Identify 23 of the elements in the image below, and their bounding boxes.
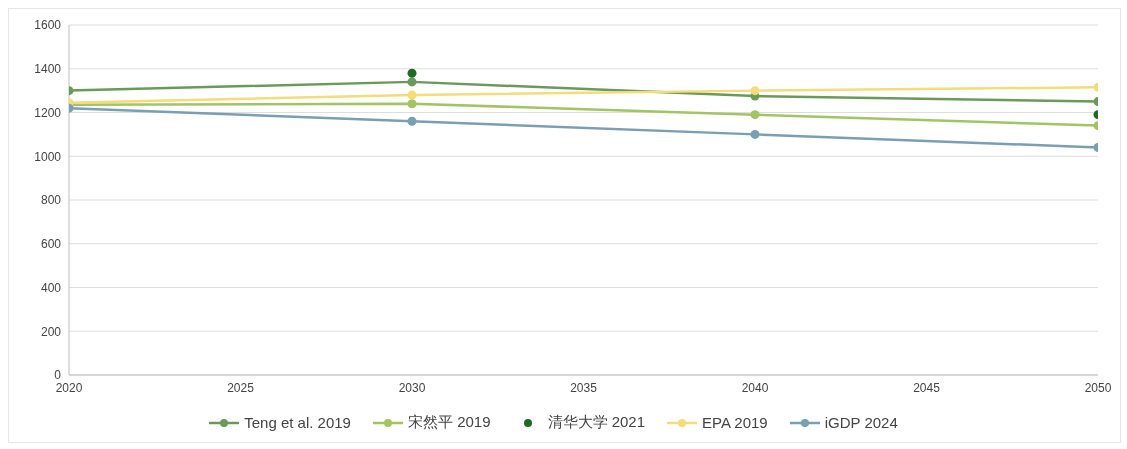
- x-tick-label: 2040: [741, 380, 769, 395]
- legend-label: iGDP 2024: [824, 414, 898, 431]
- legend-label: 清华大学 2021: [547, 413, 646, 432]
- legend-label: 宋然平 2019: [407, 413, 491, 432]
- x-tick-label: 2035: [570, 380, 598, 395]
- y-tick-label: 200: [40, 324, 62, 339]
- y-tick-label: 800: [40, 193, 62, 208]
- x-tick-label: 2045: [913, 380, 941, 395]
- y-tick-label: 1400: [34, 62, 62, 77]
- x-tick-label: 2030: [398, 380, 426, 395]
- y-tick-label: 1000: [34, 149, 62, 164]
- y-tick-label: 400: [40, 280, 62, 295]
- x-tick-label: 2020: [55, 380, 83, 395]
- legend-label: Teng et al. 2019: [244, 414, 351, 431]
- legend-label: EPA 2019: [702, 414, 768, 431]
- point: [750, 110, 760, 120]
- y-tick-label: 1600: [34, 18, 62, 33]
- x-tick-label: 2025: [227, 380, 255, 395]
- x-tick-label: 2050: [1084, 380, 1112, 395]
- y-tick-label: 600: [40, 237, 62, 252]
- y-tick-label: 1200: [34, 105, 62, 120]
- point: [407, 99, 417, 109]
- y-tick-label: 0: [54, 368, 62, 383]
